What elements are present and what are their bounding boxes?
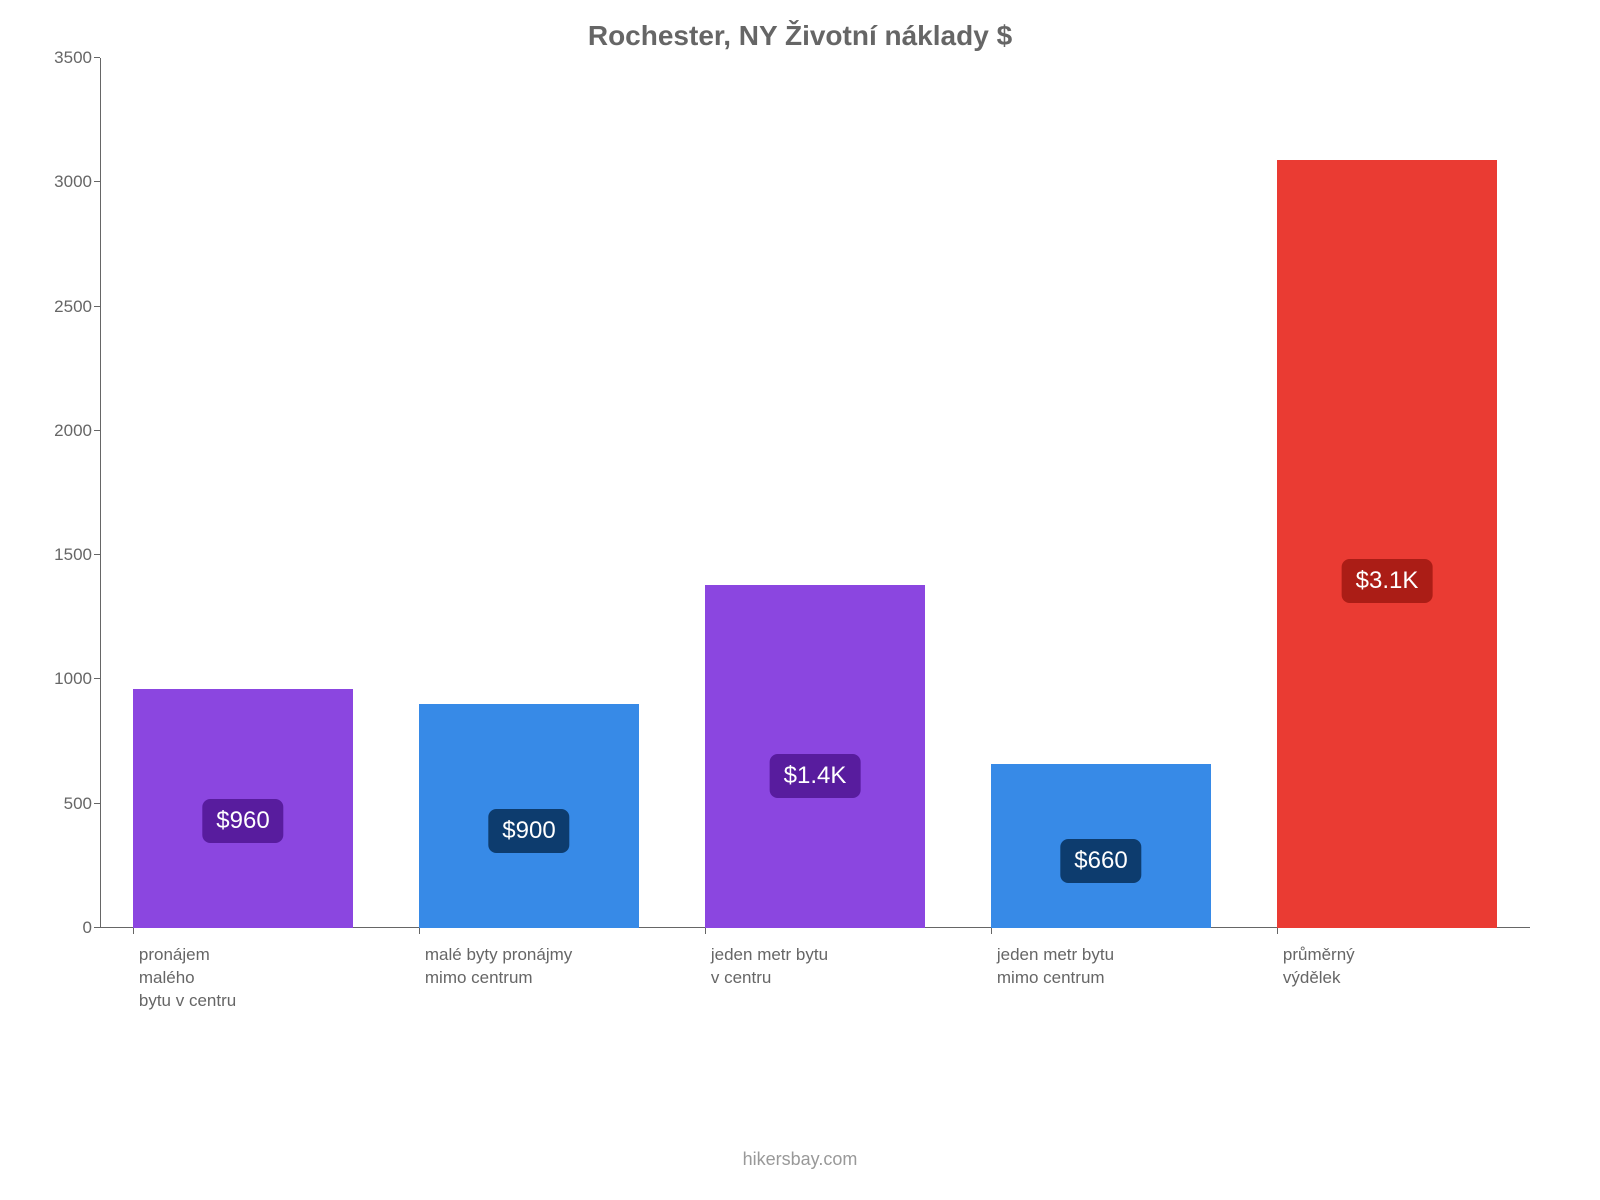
y-tick-label: 1000 <box>50 669 92 689</box>
y-tick-mark <box>94 678 100 679</box>
bar: $900 <box>419 704 639 928</box>
y-tick-mark <box>94 181 100 182</box>
bar-value-label: $1.4K <box>770 754 861 798</box>
x-tick-mark <box>705 928 706 934</box>
y-tick-mark <box>94 57 100 58</box>
bar-value-label: $660 <box>1060 839 1141 883</box>
bar: $660 <box>991 764 1211 928</box>
x-labels-group: pronájem malého bytu v centru malé byty p… <box>100 928 1530 1038</box>
bar-value-label: $3.1K <box>1342 559 1433 603</box>
bar: $960 <box>133 689 353 928</box>
y-tick-label: 2500 <box>50 297 92 317</box>
chart-container: Rochester, NY Životní náklady $ $960 $900… <box>50 20 1550 1070</box>
x-category-label: jeden metr bytu v centru <box>711 944 828 990</box>
chart-title: Rochester, NY Životní náklady $ <box>50 20 1550 52</box>
y-tick-label: 3500 <box>50 48 92 68</box>
y-tick-mark <box>94 803 100 804</box>
plot-area: $960$900$1.4K$660$3.1K 05001000150020002… <box>100 58 1530 928</box>
x-category-label: malé byty pronájmy mimo centrum <box>425 944 572 990</box>
bar: $1.4K <box>705 585 925 928</box>
bars-group: $960 $900 $1.4K $660 $3.1K <box>100 58 1530 928</box>
x-category-label: pronájem malého bytu v centru <box>139 944 236 1013</box>
y-tick-mark <box>94 306 100 307</box>
y-tick-label: 2000 <box>50 421 92 441</box>
footer-attribution: hikersbay.com <box>0 1149 1600 1170</box>
y-tick-mark <box>94 554 100 555</box>
x-category-label: jeden metr bytu mimo centrum <box>997 944 1114 990</box>
bar-value-label: $900 <box>488 809 569 853</box>
y-tick-label: 500 <box>50 794 92 814</box>
y-tick-label: 1500 <box>50 545 92 565</box>
x-tick-mark <box>419 928 420 934</box>
x-category-label: průměrný výdělek <box>1283 944 1355 990</box>
bar-value-label: $960 <box>202 799 283 843</box>
y-tick-label: 0 <box>50 918 92 938</box>
x-tick-mark <box>991 928 992 934</box>
y-tick-label: 3000 <box>50 172 92 192</box>
y-tick-mark <box>94 430 100 431</box>
x-tick-mark <box>1277 928 1278 934</box>
bar: $3.1K <box>1277 160 1497 928</box>
x-tick-mark <box>133 928 134 934</box>
